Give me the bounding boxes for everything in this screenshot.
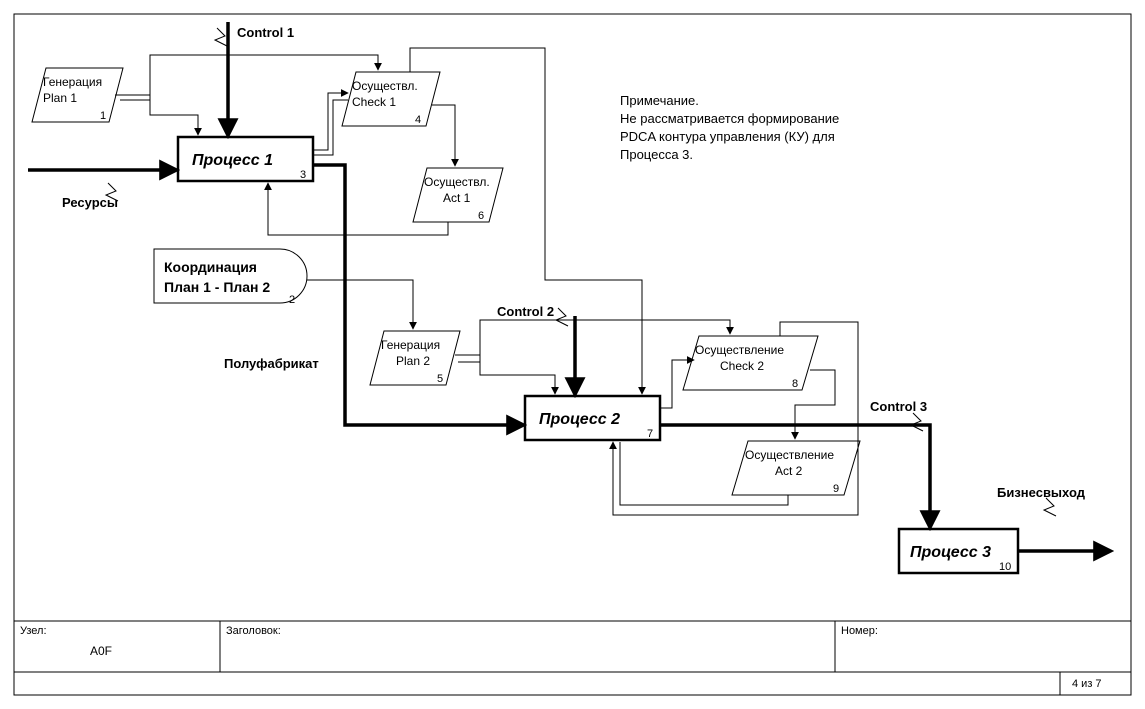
- check2-num: 8: [792, 378, 798, 390]
- check2-l2: Check 2: [720, 359, 764, 373]
- svg-text:Процесса 3.: Процесса 3.: [620, 147, 693, 162]
- coord-l2: План 1 - План 2: [164, 279, 270, 295]
- coord-l1: Координация: [164, 259, 257, 275]
- proc1-num: 3: [300, 169, 306, 181]
- label-semi: Полуфабрикат: [224, 356, 319, 371]
- outer-frame: [14, 14, 1131, 695]
- svg-text:PDCA контура управления (КУ) д: PDCA контура управления (КУ) для: [620, 129, 835, 144]
- node-check1: Осуществл. Check 1 4: [342, 72, 440, 126]
- node-proc3: Процесс 3 10: [899, 529, 1018, 573]
- node-proc1: Процесс 1 3: [178, 137, 313, 181]
- footer-page: 4 из 7: [1072, 678, 1102, 690]
- zigzag-icon: [1044, 498, 1056, 516]
- edge-plan1-check1-top: [150, 55, 378, 95]
- act1-l2: Act 1: [443, 191, 471, 205]
- label-bizout: Бизнесвыход: [997, 485, 1086, 500]
- footer-node-value: A0F: [90, 644, 112, 658]
- edge-plan1-proc1: [115, 95, 198, 135]
- plan1-num: 1: [100, 110, 106, 122]
- act1-num: 6: [478, 210, 484, 222]
- svg-text:Не рассматривается формировани: Не рассматривается формирование: [620, 111, 839, 126]
- node-plan2: Генерация Plan 2 5: [370, 331, 460, 385]
- proc1-label: Процесс 1: [192, 152, 273, 169]
- node-plan1: Генерация Plan 1 1: [32, 68, 123, 122]
- plan2-l2: Plan 2: [396, 354, 430, 368]
- zigzag-icon: [215, 28, 227, 46]
- act2-l1: Осуществление: [745, 448, 834, 462]
- edge-proc1-check1-b: [313, 100, 348, 155]
- node-proc2: Процесс 2 7: [525, 396, 660, 440]
- zigzag-icon: [911, 413, 923, 431]
- edge-coord-plan2: [307, 280, 413, 329]
- plan1-l1: Генерация: [43, 75, 102, 89]
- label-control1: Control 1: [237, 25, 294, 40]
- act2-l2: Act 2: [775, 464, 803, 478]
- node-coord: Координация План 1 - План 2 2: [154, 249, 307, 306]
- footer-number-label: Номер:: [841, 625, 878, 637]
- act1-l1: Осуществл.: [424, 175, 490, 189]
- node-check2: Осуществление Check 2 8: [683, 336, 818, 390]
- zigzag-icon: [556, 308, 568, 326]
- check1-num: 4: [415, 114, 421, 126]
- proc2-num: 7: [647, 428, 653, 440]
- label-control2: Control 2: [497, 304, 554, 319]
- diagram-page: Генерация Plan 1 1 Осуществл. Check 1 4 …: [0, 0, 1145, 709]
- act2-num: 9: [833, 483, 839, 495]
- check1-l1: Осуществл.: [352, 79, 418, 93]
- note-block: Примечание. Не рассматривается формирова…: [620, 93, 839, 162]
- plan1-l2: Plan 1: [43, 91, 77, 105]
- coord-num: 2: [289, 294, 295, 306]
- edge-plan2-check2-top: [480, 320, 730, 355]
- check2-l1: Осуществление: [695, 343, 784, 357]
- diagram-svg: Генерация Plan 1 1 Осуществл. Check 1 4 …: [0, 0, 1145, 709]
- proc3-label: Процесс 3: [910, 544, 991, 561]
- label-control3: Control 3: [870, 399, 927, 414]
- edge-check1-act1: [432, 105, 455, 166]
- check1-l2: Check 1: [352, 95, 396, 109]
- edge-plan2-proc2: [455, 355, 555, 394]
- node-act1: Осуществл. Act 1 6: [413, 168, 503, 222]
- plan2-l1: Генерация: [381, 338, 440, 352]
- footer-node-label: Узел:: [20, 625, 47, 637]
- plan2-num: 5: [437, 373, 443, 385]
- proc3-num: 10: [999, 561, 1011, 573]
- node-act2: Осуществление Act 2 9: [732, 441, 860, 495]
- footer-title-label: Заголовок:: [226, 625, 281, 637]
- svg-text:Примечание.: Примечание.: [620, 93, 699, 108]
- proc2-label: Процесс 2: [539, 411, 620, 428]
